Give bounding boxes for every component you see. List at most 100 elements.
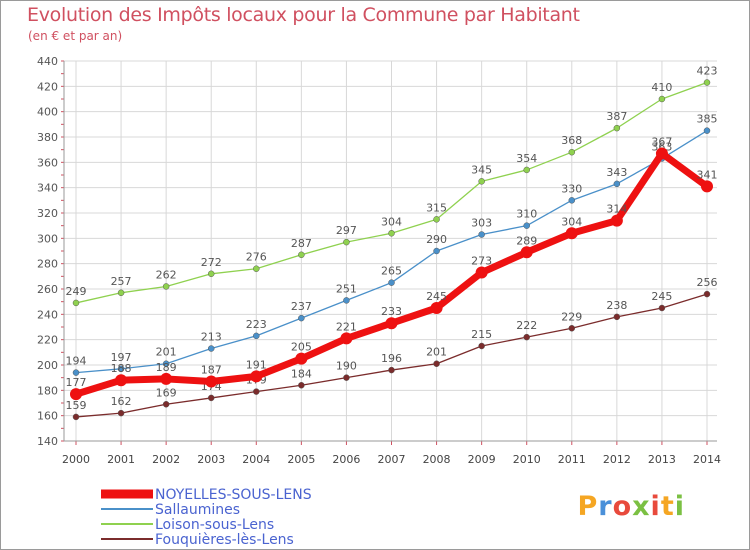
data-label: 304 [561, 215, 582, 228]
data-point [703, 127, 711, 134]
data-point [523, 333, 530, 341]
y-tick-label: 280 [37, 258, 58, 271]
data-label: 367 [651, 135, 672, 148]
x-tick-label: 2002 [152, 453, 180, 466]
data-point [72, 413, 80, 421]
data-label: 189 [156, 361, 177, 374]
data-label: 276 [246, 251, 267, 264]
data-label: 191 [246, 358, 267, 371]
data-point [568, 197, 576, 204]
data-label: 177 [66, 376, 87, 389]
x-tick-label: 2007 [378, 453, 406, 466]
data-label: 238 [606, 299, 627, 312]
data-label: 249 [66, 285, 87, 298]
data-label: 229 [561, 310, 582, 323]
x-tick-label: 2004 [242, 453, 270, 466]
data-point [475, 266, 488, 279]
data-label: 314 [606, 203, 627, 216]
data-label: 262 [156, 268, 177, 281]
data-point [610, 214, 623, 227]
data-label: 169 [156, 386, 177, 399]
data-label: 315 [426, 201, 447, 214]
data-point [568, 148, 576, 156]
data-point [613, 180, 621, 188]
y-tick-label: 260 [37, 283, 58, 296]
y-tick-label: 440 [37, 55, 58, 68]
data-point [703, 79, 711, 86]
data-point [433, 216, 440, 223]
data-point [343, 238, 350, 246]
data-label: 221 [336, 320, 357, 333]
legend-label: Loison-sous-Lens [155, 517, 274, 533]
data-label: 341 [697, 168, 718, 181]
data-label: 213 [201, 331, 222, 344]
data-point [250, 370, 263, 383]
data-point [568, 325, 576, 332]
data-point [162, 283, 170, 290]
data-label: 345 [471, 163, 492, 176]
data-label: 423 [697, 65, 718, 78]
data-label: 188 [111, 362, 132, 375]
data-point [115, 374, 128, 387]
y-tick-label: 420 [37, 80, 58, 93]
legend-label: Sallaumines [155, 502, 240, 518]
data-label: 304 [381, 215, 402, 228]
data-point [207, 394, 215, 402]
logo-letter: i [674, 491, 685, 522]
data-label: 196 [381, 352, 402, 365]
data-label: 197 [111, 351, 132, 364]
y-tick-label: 140 [37, 435, 58, 448]
data-label: 251 [336, 282, 357, 295]
data-point [520, 246, 533, 259]
data-point [385, 317, 398, 330]
data-label: 303 [471, 217, 492, 230]
data-point [298, 251, 305, 259]
data-point [613, 313, 621, 321]
legend-label: NOYELLES-SOUS-LENS [155, 487, 312, 503]
y-tick-label: 400 [37, 106, 58, 119]
data-point [340, 332, 353, 345]
x-tick-label: 2003 [197, 453, 225, 466]
data-point [207, 345, 215, 352]
data-label: 289 [516, 234, 537, 247]
data-point [295, 352, 308, 365]
data-point [433, 360, 440, 367]
data-point [343, 297, 350, 304]
y-tick-label: 360 [37, 156, 58, 169]
data-point [658, 95, 666, 103]
logo-letter: x [632, 491, 651, 522]
legend-label: Fouquières-lès-Lens [155, 532, 294, 548]
data-point [160, 372, 173, 385]
data-label: 159 [66, 399, 87, 412]
y-tick-label: 320 [37, 207, 58, 220]
data-point [205, 375, 218, 388]
x-tick-label: 2006 [332, 453, 360, 466]
data-label: 201 [156, 346, 177, 359]
y-tick-label: 240 [37, 308, 58, 321]
data-point [72, 299, 80, 307]
data-point [117, 289, 125, 297]
data-point [433, 247, 440, 255]
data-label: 162 [111, 395, 132, 408]
data-point [478, 231, 485, 238]
logo-letter: P [577, 491, 599, 522]
data-label: 245 [651, 290, 672, 303]
y-tick-label: 220 [37, 334, 58, 347]
y-tick-label: 180 [37, 384, 58, 397]
data-label: 272 [201, 256, 222, 269]
data-label: 237 [291, 300, 312, 313]
data-label: 215 [471, 328, 492, 341]
data-label: 256 [697, 276, 718, 289]
data-label: 265 [381, 265, 402, 278]
data-point [117, 365, 125, 373]
data-point [430, 302, 443, 314]
data-point [388, 366, 395, 374]
x-tick-label: 2013 [648, 453, 676, 466]
data-point [117, 409, 125, 417]
data-label: 287 [291, 237, 312, 250]
data-point [658, 304, 666, 312]
data-point [253, 265, 260, 272]
y-tick-label: 340 [37, 182, 58, 195]
